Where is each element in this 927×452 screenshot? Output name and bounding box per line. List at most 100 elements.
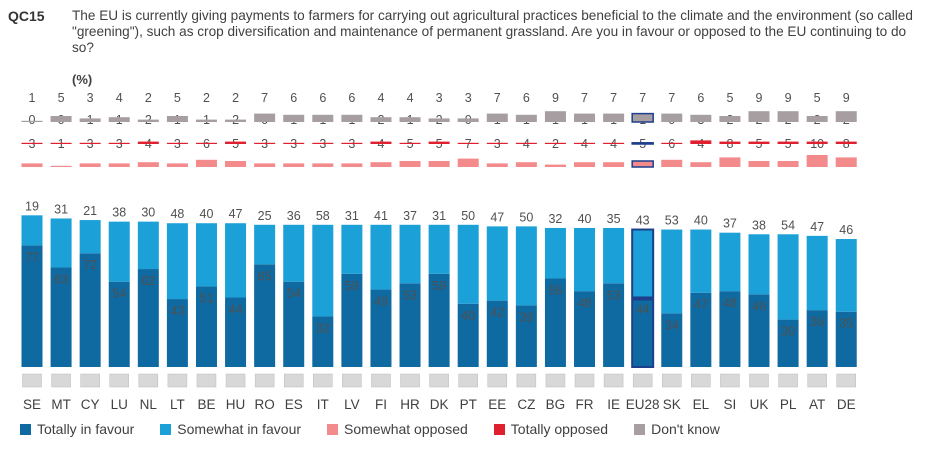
bar-don-t-know <box>225 119 247 122</box>
bar-totally-favour <box>341 273 363 367</box>
value-label: 36 <box>287 209 301 223</box>
value-label: 63 <box>54 272 68 286</box>
value-label: 56 <box>548 284 562 298</box>
bar-don-t-know <box>719 116 741 122</box>
bar-don-t-know <box>544 111 566 122</box>
legend-item-somewhat-opposed: Somewhat opposed <box>327 421 468 437</box>
bar-totally-opposed <box>574 142 596 144</box>
value-label: 9 <box>552 91 559 105</box>
bar-don-t-know <box>166 116 188 122</box>
value-label: 40 <box>200 207 214 221</box>
bar-totally-opposed <box>603 142 625 144</box>
bar-group-de: 3546829DE <box>835 91 857 412</box>
value-label: 48 <box>170 207 184 221</box>
bar-totally-favour <box>283 281 305 367</box>
bar-don-t-know <box>108 117 130 122</box>
bar-somewhat-favour <box>835 239 857 312</box>
bar-don-t-know <box>137 119 159 122</box>
bar-totally-favour <box>225 297 247 367</box>
category-label: LV <box>344 397 360 412</box>
value-label: 53 <box>665 214 679 228</box>
value-label: 9 <box>756 91 763 105</box>
value-label: 31 <box>432 209 446 223</box>
bar-totally-favour <box>748 294 770 367</box>
bar-group-lu: 5438314LU <box>108 91 130 412</box>
flag-pl-icon <box>778 373 798 388</box>
bar-don-t-know <box>603 113 625 122</box>
category-label: FR <box>576 397 594 412</box>
legend-item-somewhat-favour: Somewhat in favour <box>160 421 301 437</box>
bar-somewhat-opposed <box>108 163 130 167</box>
value-label: 25 <box>258 209 272 223</box>
value-label: 30 <box>781 325 795 339</box>
category-label: PL <box>780 397 797 412</box>
bar-totally-opposed <box>283 142 305 144</box>
flag-be-icon <box>196 373 217 388</box>
bar-don-t-know <box>690 114 712 122</box>
category-label: MT <box>51 397 71 412</box>
bar-somewhat-opposed <box>748 161 770 167</box>
category-label: HR <box>400 397 420 412</box>
bar-totally-opposed <box>486 142 508 144</box>
bar-totally-favour <box>515 305 537 367</box>
value-label: 2 <box>203 91 210 105</box>
bar-somewhat-opposed <box>544 164 566 167</box>
legend-item-dont-know: Don't know <box>634 421 720 437</box>
bar-don-t-know <box>195 119 217 122</box>
value-label: 62 <box>141 274 155 288</box>
bar-don-t-know <box>574 113 596 122</box>
flag-cy-icon <box>80 373 100 388</box>
bar-totally-favour <box>457 303 479 367</box>
bar-totally-favour <box>603 283 625 367</box>
bar-somewhat-opposed <box>457 158 479 167</box>
bar-totally-favour <box>835 311 857 367</box>
bar-somewhat-opposed <box>341 163 363 167</box>
bar-group-nl: 6230422NL <box>137 91 159 412</box>
bar-totally-favour <box>137 269 159 367</box>
bar-totally-favour <box>544 278 566 367</box>
value-label: 36 <box>810 315 824 329</box>
flag-lv-icon <box>342 373 362 388</box>
bar-totally-favour <box>370 289 392 367</box>
legend-label: Somewhat opposed <box>344 421 468 437</box>
bar-don-t-know <box>21 120 43 122</box>
bar-somewhat-favour <box>370 224 392 290</box>
bar-totally-opposed <box>748 141 770 144</box>
bar-somewhat-opposed <box>806 155 828 167</box>
bar-totally-favour <box>312 316 334 367</box>
bar-somewhat-favour <box>603 227 625 284</box>
value-label: 3 <box>465 91 472 105</box>
category-label: IE <box>607 397 620 412</box>
flag-bg-icon <box>545 373 566 388</box>
bar-group-ee: 4247317EE <box>486 91 508 412</box>
bar-don-t-know <box>661 113 683 122</box>
bar-don-t-know <box>341 114 363 122</box>
bar-don-t-know <box>632 113 654 122</box>
flag-it-icon <box>313 373 333 388</box>
bar-somewhat-opposed <box>21 163 43 167</box>
value-label: 2 <box>232 91 239 105</box>
flag-es-icon <box>283 373 304 388</box>
bar-somewhat-favour <box>428 224 450 274</box>
value-label: 58 <box>316 209 330 223</box>
value-label: 21 <box>83 204 97 218</box>
category-label: HU <box>226 397 246 412</box>
value-label: 3 <box>87 91 94 105</box>
bar-don-t-know <box>806 116 828 122</box>
eu-highlight-outline <box>631 160 654 168</box>
bar-totally-favour <box>777 319 799 367</box>
bar-totally-favour <box>661 313 683 367</box>
value-label: 47 <box>810 220 824 234</box>
eu-highlight-outline <box>631 142 654 145</box>
bar-somewhat-opposed <box>690 162 712 167</box>
bar-somewhat-opposed <box>79 163 101 167</box>
bar-totally-opposed <box>21 142 43 144</box>
bar-group-hr: 5337514HR <box>399 91 421 412</box>
flag-hr-icon <box>400 373 420 388</box>
bar-somewhat-opposed <box>137 162 159 167</box>
value-label: 47 <box>694 298 708 312</box>
value-label: 53 <box>607 288 621 302</box>
flag-nl-icon <box>138 373 159 388</box>
bar-somewhat-favour <box>21 215 43 246</box>
category-label: EL <box>693 397 710 412</box>
